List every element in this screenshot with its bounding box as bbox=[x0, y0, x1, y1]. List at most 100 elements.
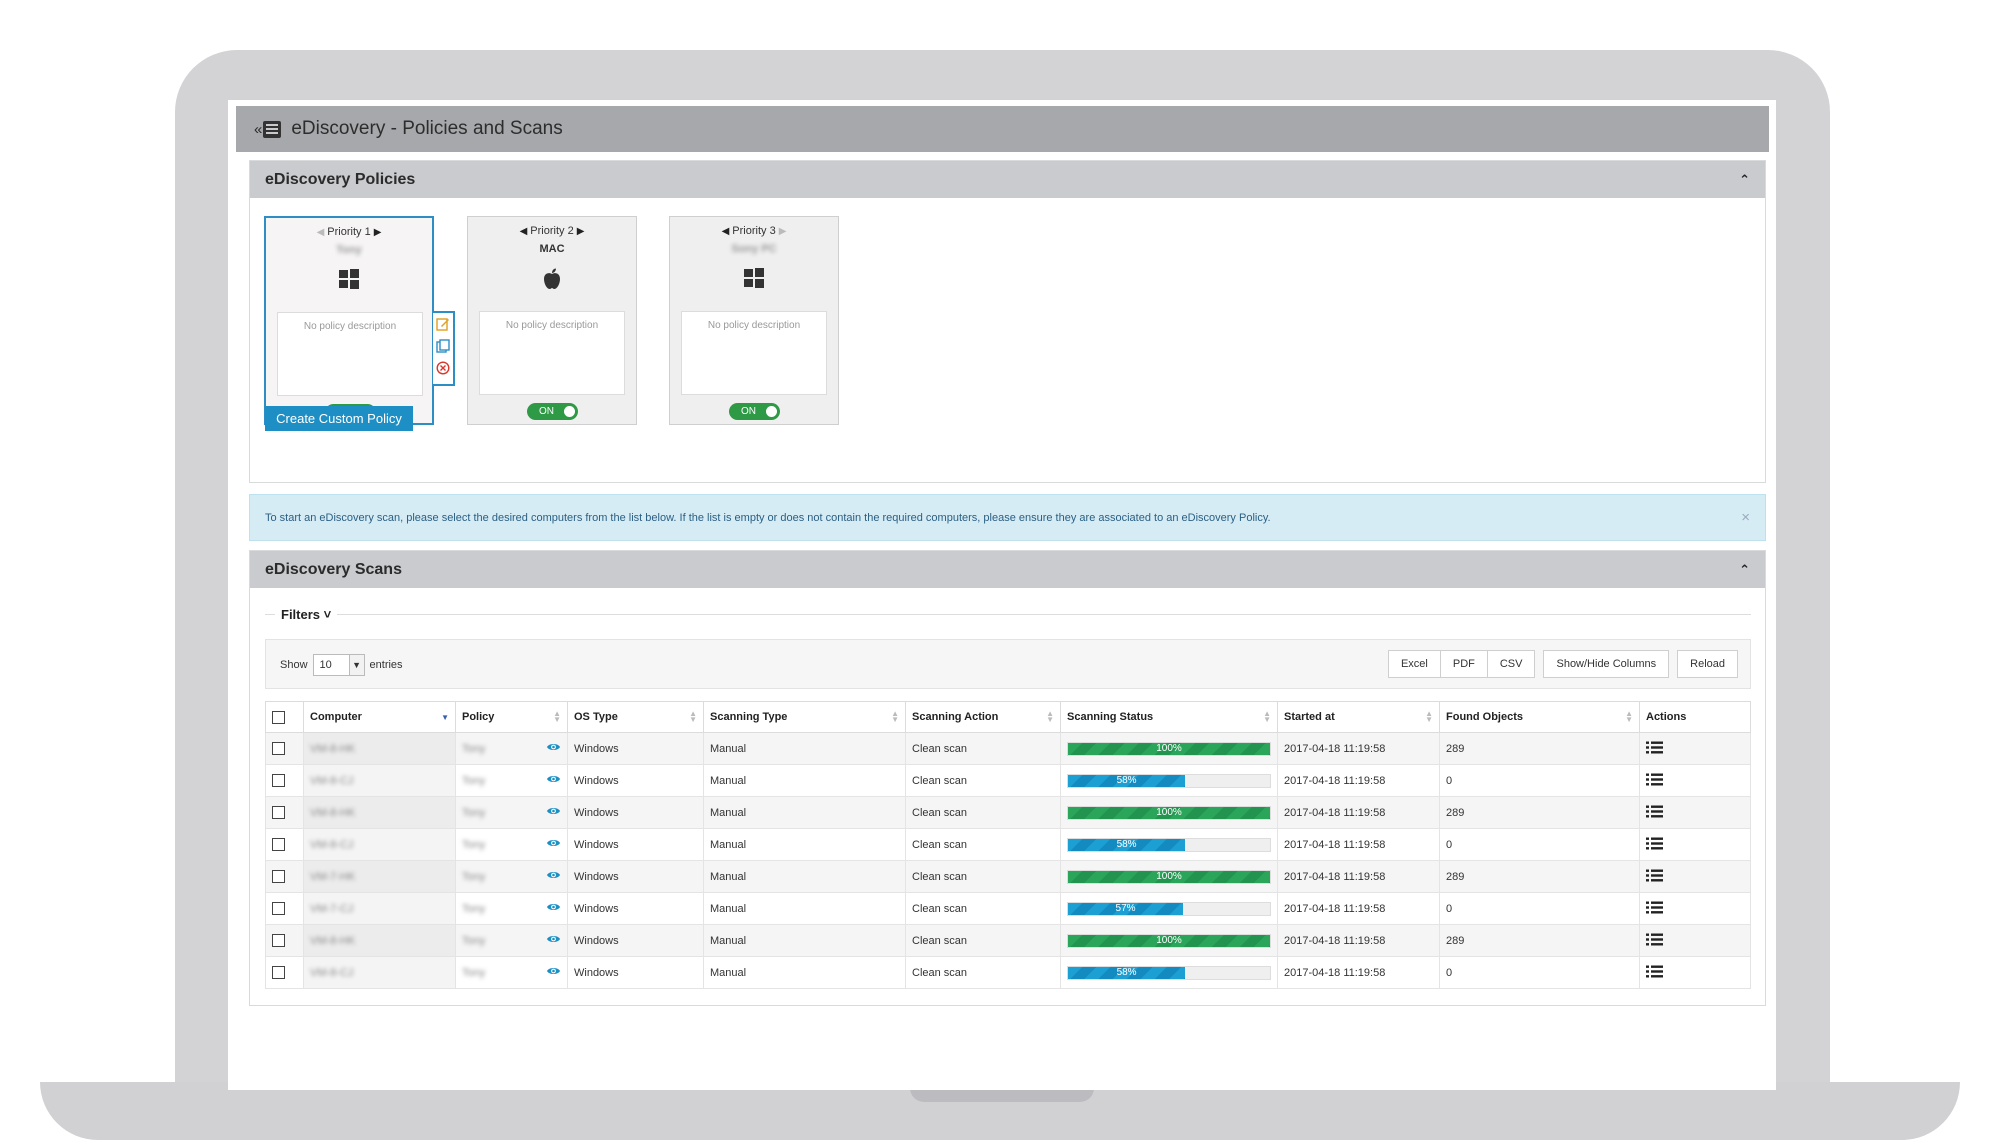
reload-button[interactable]: Reload bbox=[1677, 650, 1738, 678]
table-row[interactable]: VM-7-CJ Tony Windows Manual Clean scan 57% 201… bbox=[265, 892, 1751, 925]
progress-fill bbox=[1068, 742, 1270, 755]
policy-card[interactable]: ◀ Priority 3 ▶ Sony PC No policy descripti… bbox=[669, 216, 839, 425]
policy-name: Tony bbox=[462, 870, 486, 883]
column-header-scanning-status[interactable]: Scanning Status ▲ ▼ bbox=[1060, 701, 1278, 733]
row-checkbox[interactable] bbox=[272, 966, 285, 979]
copy-icon[interactable] bbox=[436, 339, 450, 358]
create-custom-policy-button[interactable]: Create Custom Policy bbox=[265, 406, 413, 431]
actions-cell bbox=[1639, 828, 1751, 861]
column-header-policy[interactable]: Policy ▲ ▼ bbox=[455, 701, 568, 733]
found-objects-cell: 0 bbox=[1439, 828, 1640, 861]
priority-right-icon[interactable]: ▶ bbox=[373, 227, 382, 238]
table-row[interactable]: VM-8-HK Tony Windows Manual Clean scan 100% 20… bbox=[265, 732, 1751, 765]
sort-icon: ▲ ▼ bbox=[1425, 709, 1433, 724]
priority-right-icon[interactable]: ▶ bbox=[778, 226, 787, 237]
column-header-os-type[interactable]: OS Type ▲ ▼ bbox=[567, 701, 704, 733]
scanning-type-cell: Manual bbox=[703, 924, 906, 957]
os-type-cell: Windows bbox=[567, 924, 704, 957]
windows-icon bbox=[670, 267, 838, 293]
eye-icon[interactable] bbox=[546, 934, 561, 947]
menu-toggle-button[interactable]: « bbox=[254, 120, 282, 138]
priority-left-icon[interactable]: ◀ bbox=[316, 227, 325, 238]
row-checkbox[interactable] bbox=[272, 806, 285, 819]
table-row[interactable]: VM-8-CJ Tony Windows Manual Clean scan 58% 201… bbox=[265, 764, 1751, 797]
close-icon[interactable]: × bbox=[1741, 509, 1750, 526]
table-row[interactable]: VM-8-CJ Tony Windows Manual Clean scan 58% 201… bbox=[265, 828, 1751, 861]
list-icon[interactable] bbox=[1646, 901, 1663, 917]
list-icon[interactable] bbox=[1646, 869, 1663, 885]
policy-actions bbox=[433, 311, 455, 386]
list-icon[interactable] bbox=[1646, 773, 1663, 789]
table-toolbar: Show 10 ▼ entries Excel PDF CSV Show/Hide… bbox=[265, 639, 1751, 689]
policies-panel: eDiscovery Policies ⌃ ◀ Priority 1 ▶ Tony … bbox=[249, 160, 1766, 483]
row-select-cell bbox=[265, 796, 304, 829]
column-header-started-at[interactable]: Started at ▲ ▼ bbox=[1277, 701, 1440, 733]
policy-name: Tony bbox=[336, 244, 362, 256]
priority-right-icon[interactable]: ▶ bbox=[576, 226, 585, 237]
table-row[interactable]: VM-8-CJ Tony Windows Manual Clean scan 58% 201… bbox=[265, 956, 1751, 989]
row-checkbox[interactable] bbox=[272, 838, 285, 851]
filters-toggle[interactable]: Filters ˅ bbox=[281, 607, 332, 622]
info-alert-text: To start an eDiscovery scan, please sele… bbox=[265, 511, 1271, 524]
excel-button[interactable]: Excel bbox=[1387, 650, 1441, 678]
policy-toggle[interactable]: ON bbox=[729, 403, 780, 420]
computer-cell: VM-7-HK bbox=[303, 860, 456, 893]
apple-icon bbox=[468, 267, 636, 293]
show-hide-columns-button[interactable]: Show/Hide Columns bbox=[1543, 650, 1670, 678]
list-icon[interactable] bbox=[1646, 805, 1663, 821]
os-type-cell: Windows bbox=[567, 764, 704, 797]
table-row[interactable]: VM-7-HK Tony Windows Manual Clean scan 100% 20… bbox=[265, 860, 1751, 893]
list-icon[interactable] bbox=[1646, 741, 1663, 757]
eye-icon[interactable] bbox=[546, 902, 561, 915]
found-objects-cell: 289 bbox=[1439, 924, 1640, 957]
column-header-computer[interactable]: Computer ▼ bbox=[303, 701, 456, 733]
progress-fill bbox=[1068, 966, 1186, 979]
list-icon[interactable] bbox=[1646, 933, 1663, 949]
policy-toggle[interactable]: ON bbox=[527, 403, 578, 420]
policy-card[interactable]: ◀ Priority 2 ▶ MAC No policy description O… bbox=[467, 216, 637, 425]
eye-icon[interactable] bbox=[546, 870, 561, 883]
started-at-cell: 2017-04-18 11:19:58 bbox=[1277, 860, 1440, 893]
scanning-action-cell: Clean scan bbox=[905, 924, 1061, 957]
column-header-scanning-action[interactable]: Scanning Action ▲ ▼ bbox=[905, 701, 1061, 733]
edit-icon[interactable] bbox=[436, 317, 450, 336]
column-header-found-objects[interactable]: Found Objects ▲ ▼ bbox=[1439, 701, 1640, 733]
eye-icon[interactable] bbox=[546, 742, 561, 755]
column-header-scanning-type[interactable]: Scanning Type ▲ ▼ bbox=[703, 701, 906, 733]
chevron-down-icon: ˅ bbox=[323, 607, 332, 622]
progress-bar: 100% bbox=[1067, 741, 1271, 756]
started-at-cell: 2017-04-18 11:19:58 bbox=[1277, 796, 1440, 829]
select-all-checkbox[interactable] bbox=[272, 710, 285, 724]
row-checkbox[interactable] bbox=[272, 870, 285, 883]
row-select-cell bbox=[265, 764, 304, 797]
policy-name: Tony bbox=[462, 934, 486, 947]
table-row[interactable]: VM-8-HK Tony Windows Manual Clean scan 100% 20… bbox=[265, 924, 1751, 957]
row-checkbox[interactable] bbox=[272, 902, 285, 915]
delete-icon[interactable] bbox=[436, 361, 450, 380]
pdf-button[interactable]: PDF bbox=[1440, 650, 1488, 678]
row-checkbox[interactable] bbox=[272, 774, 285, 787]
priority-left-icon[interactable]: ◀ bbox=[721, 226, 730, 237]
eye-icon[interactable] bbox=[546, 838, 561, 851]
row-checkbox[interactable] bbox=[272, 934, 285, 947]
list-icon[interactable] bbox=[1646, 837, 1663, 853]
collapse-policies-icon[interactable]: ⌃ bbox=[1739, 171, 1750, 187]
started-at-cell: 2017-04-18 11:19:58 bbox=[1277, 764, 1440, 797]
list-icon[interactable] bbox=[1646, 965, 1663, 981]
progress-label: 58% bbox=[1116, 966, 1137, 978]
computer-name: VM-8-HK bbox=[310, 934, 356, 947]
priority-left-icon[interactable]: ◀ bbox=[519, 226, 528, 237]
scanning-action-cell: Clean scan bbox=[905, 956, 1061, 989]
collapse-scans-icon[interactable]: ⌃ bbox=[1739, 561, 1750, 577]
eye-icon[interactable] bbox=[546, 806, 561, 819]
scanning-action-cell: Clean scan bbox=[905, 892, 1061, 925]
entries-select[interactable]: 10 ▼ bbox=[312, 654, 365, 676]
table-row[interactable]: VM-8-HK Tony Windows Manual Clean scan 100% 20… bbox=[265, 796, 1751, 829]
policy-card[interactable]: ◀ Priority 1 ▶ Tony No policy description … bbox=[264, 216, 434, 425]
eye-icon[interactable] bbox=[546, 774, 561, 787]
scanning-type-cell: Manual bbox=[703, 828, 906, 861]
row-checkbox[interactable] bbox=[272, 742, 285, 755]
csv-button[interactable]: CSV bbox=[1487, 650, 1536, 678]
eye-icon[interactable] bbox=[546, 966, 561, 979]
policy-cell: Tony bbox=[455, 956, 568, 989]
